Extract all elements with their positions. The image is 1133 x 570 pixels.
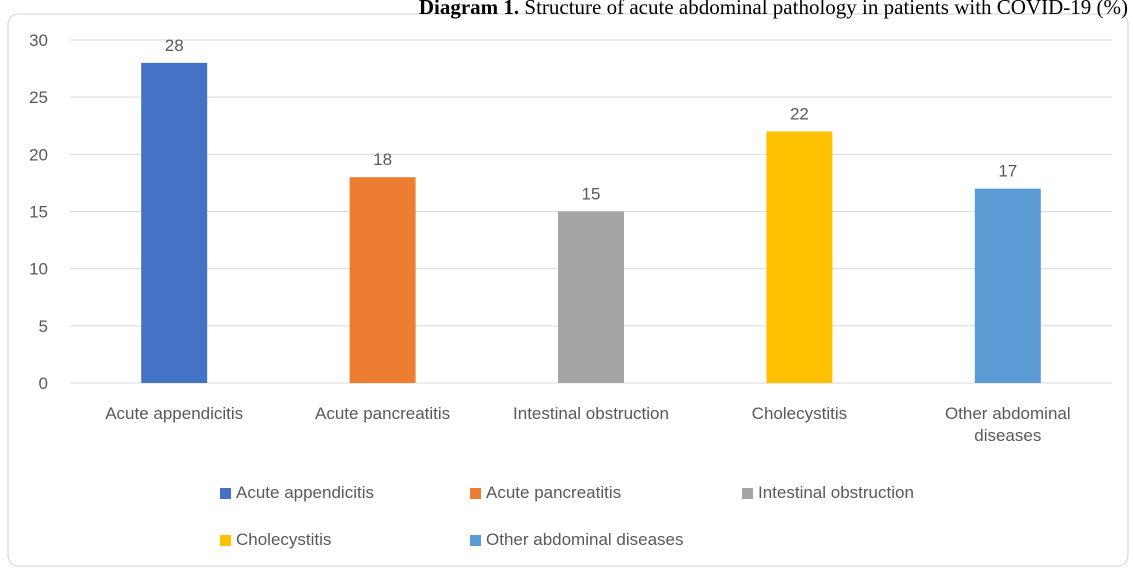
bar: [141, 62, 208, 383]
title-label: Diagram 1.: [419, 0, 519, 19]
data-label: 22: [790, 104, 809, 123]
y-tick-label: 30: [29, 31, 48, 50]
bar: [349, 177, 416, 383]
x-tick-label: Other abdominal diseases: [944, 404, 1071, 445]
data-label: 15: [582, 185, 601, 204]
bar: [974, 188, 1041, 383]
y-tick-label: 25: [29, 88, 48, 107]
y-tick-label: 10: [29, 260, 48, 279]
legend-swatch: [742, 487, 753, 499]
y-tick-label: 5: [39, 317, 48, 336]
legend-label: Cholecystitis: [236, 530, 332, 549]
legend-swatch: [470, 534, 481, 546]
legend-item: Cholecystitis: [220, 530, 331, 550]
legend-swatch: [470, 487, 481, 499]
legend-swatch: [220, 487, 231, 499]
legend-label: Acute pancreatitis: [486, 483, 622, 502]
legend-label: Intestinal obstruction: [758, 483, 914, 502]
x-tick-label: Cholecystitis: [751, 404, 848, 423]
x-tick-label: Intestinal obstruction: [513, 404, 669, 423]
y-tick-label: 20: [29, 145, 48, 164]
chart-title: Diagram 1. Structure of acute abdominal …: [419, 0, 1128, 19]
bar: [558, 211, 624, 383]
legend-item: Acute appendicitis: [220, 483, 374, 503]
legend-item: Other abdominal diseases: [470, 530, 684, 550]
legend-item: Acute pancreatitis: [470, 483, 621, 503]
data-label: 17: [998, 162, 1017, 181]
title-text: Structure of acute abdominal pathology i…: [524, 0, 1128, 19]
data-label: 28: [165, 36, 184, 55]
x-tick-label: Acute appendicitis: [105, 404, 244, 423]
legend-label: Other abdominal diseases: [486, 530, 684, 549]
legend-item: Intestinal obstruction: [742, 483, 914, 503]
data-label: 18: [373, 150, 392, 169]
y-tick-label: 15: [29, 203, 48, 222]
legend-label: Acute appendicitis: [236, 483, 374, 502]
legend-swatch: [220, 534, 231, 546]
bar: [766, 131, 833, 383]
y-tick-label: 0: [39, 374, 48, 393]
x-tick-label: Acute pancreatitis: [315, 404, 451, 423]
